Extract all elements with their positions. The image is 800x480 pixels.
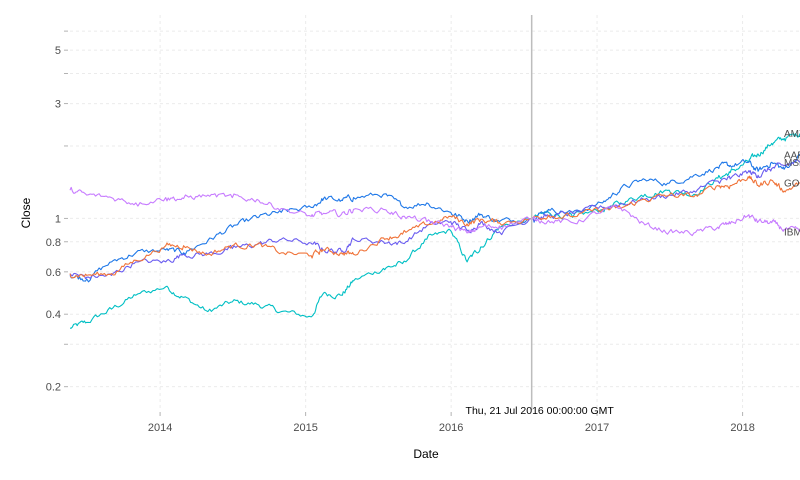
y-tick-label: 1 bbox=[55, 213, 61, 225]
series-line-aapl[interactable] bbox=[69, 153, 800, 283]
x-tick-label: 2014 bbox=[148, 422, 172, 434]
series-end-label-msft: MSFT bbox=[784, 158, 800, 169]
series-line-ibm[interactable] bbox=[69, 186, 800, 237]
series-end-label-aapl: AAPL bbox=[784, 151, 800, 162]
series-line-goog[interactable] bbox=[69, 175, 800, 279]
x-tick-label: 2016 bbox=[439, 422, 463, 434]
series-end-label-amzn: AMZN bbox=[784, 129, 800, 140]
series-group[interactable] bbox=[69, 133, 800, 329]
y-tick-label: 3 bbox=[55, 99, 61, 111]
x-axis-title: Date bbox=[413, 447, 439, 461]
series-line-msft[interactable] bbox=[69, 159, 800, 280]
series-line-amzn[interactable] bbox=[70, 133, 800, 329]
y-tick-label: 0.2 bbox=[46, 382, 61, 394]
hover-date-label: Thu, 21 Jul 2016 00:00:00 GMT bbox=[466, 405, 615, 417]
x-axis: 2014 2015 2016 2017 2018 bbox=[148, 412, 755, 434]
y-axis-title: Close bbox=[19, 197, 33, 228]
hover-indicator: Thu, 21 Jul 2016 00:00:00 GMT bbox=[466, 15, 615, 417]
y-tick-label: 5 bbox=[55, 45, 61, 57]
x-tick-label: 2018 bbox=[730, 422, 754, 434]
y-tick-label: 0.6 bbox=[46, 267, 61, 279]
y-tick-label: 0.4 bbox=[46, 309, 61, 321]
x-tick-label: 2017 bbox=[585, 422, 609, 434]
y-axis: 0.2 0.4 0.6 0.8 1 3 5 bbox=[46, 30, 68, 394]
series-end-label-goog: GOOG bbox=[784, 179, 800, 190]
y-tick-label: 0.8 bbox=[46, 237, 61, 249]
x-tick-label: 2015 bbox=[293, 422, 317, 434]
grid-lines bbox=[70, 15, 800, 410]
series-end-label-ibm: IBM bbox=[784, 227, 800, 238]
series-end-labels: AMZN AAPLMSFT GOOG IBM bbox=[784, 129, 800, 238]
